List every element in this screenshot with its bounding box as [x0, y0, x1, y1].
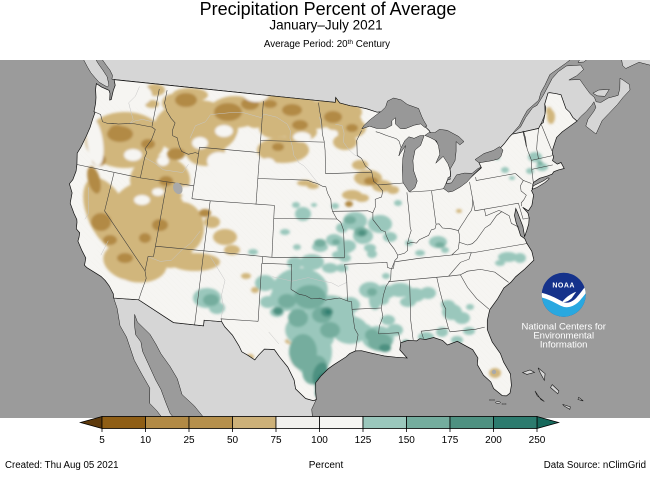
- svg-text:January–July 2021: January–July 2021: [269, 18, 382, 33]
- svg-text:200: 200: [485, 435, 502, 446]
- svg-text:Created: Thu Aug 05 2021: Created: Thu Aug 05 2021: [5, 460, 118, 471]
- svg-text:Precipitation Percent of Avera: Precipitation Percent of Average: [200, 0, 457, 19]
- svg-text:125: 125: [355, 435, 372, 446]
- svg-text:5: 5: [99, 435, 105, 446]
- svg-text:175: 175: [442, 435, 459, 446]
- svg-text:25: 25: [183, 435, 195, 446]
- svg-text:Average Period: 20th Century: Average Period: 20th Century: [264, 39, 390, 50]
- svg-text:Environmental: Environmental: [533, 331, 594, 342]
- svg-text:Percent: Percent: [309, 460, 344, 471]
- svg-text:Information: Information: [540, 340, 588, 351]
- svg-text:National Centers for: National Centers for: [521, 322, 605, 333]
- svg-text:50: 50: [227, 435, 239, 446]
- svg-text:150: 150: [398, 435, 415, 446]
- svg-text:100: 100: [311, 435, 328, 446]
- svg-text:NOAA: NOAA: [552, 283, 575, 290]
- svg-text:75: 75: [270, 435, 282, 446]
- svg-text:Data Source: nClimGrid: Data Source: nClimGrid: [544, 460, 646, 471]
- svg-text:250: 250: [529, 435, 546, 446]
- svg-text:10: 10: [140, 435, 152, 446]
